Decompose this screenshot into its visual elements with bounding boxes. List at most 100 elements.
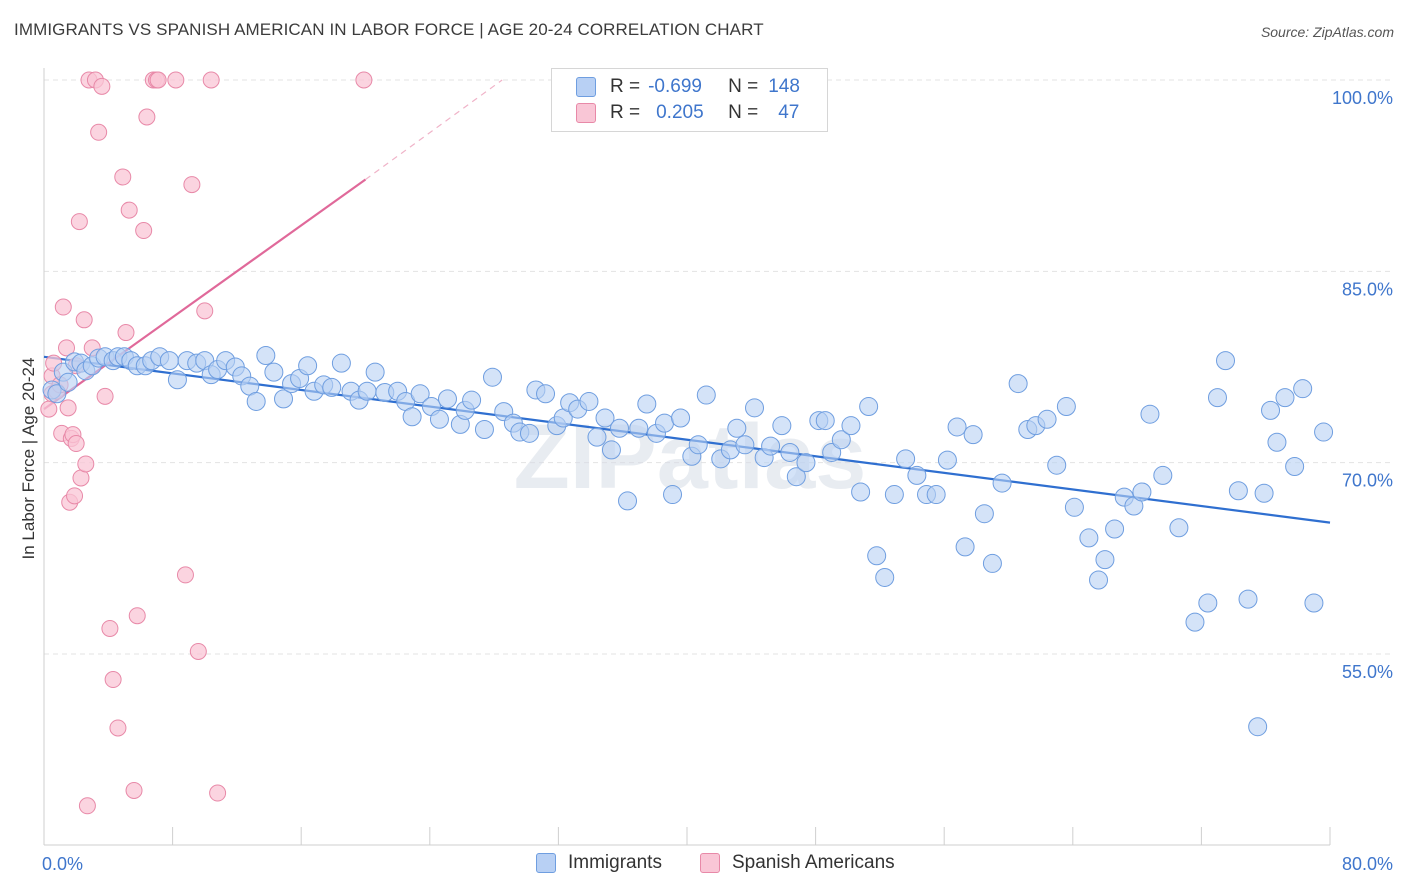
immigrants-point (875, 567, 895, 587)
immigrants-point (982, 553, 1002, 573)
immigrants-point (1169, 518, 1189, 538)
immigrants-point (474, 420, 494, 440)
immigrants-point (1207, 388, 1227, 408)
immigrants-point (1105, 519, 1125, 539)
immigrants-point (1132, 482, 1152, 502)
immigrants-point (1267, 432, 1287, 452)
immigrants-point (1079, 528, 1099, 548)
immigrants-point (322, 377, 342, 397)
stats-legend: R = -0.699 N = 148 R = 0.205 N = 47 (551, 68, 828, 132)
immigrants-point (896, 449, 916, 469)
spanish-americans-trend-extension (365, 79, 503, 180)
legend-item-spanish-americans: Spanish Americans (700, 852, 895, 874)
y-axis-label: In Labor Force | Age 20-24 (19, 358, 38, 560)
immigrants-point (1047, 455, 1067, 475)
immigrants-point (907, 465, 927, 485)
immigrants-point (1216, 351, 1236, 371)
immigrants-point (1095, 550, 1115, 570)
immigrants-point (1314, 422, 1334, 442)
immigrants-point (859, 397, 879, 417)
immigrants-point (1140, 404, 1160, 424)
immigrants-point (745, 398, 765, 418)
source-credit: Source: ZipAtlas.com (1260, 24, 1394, 40)
immigrants-point (618, 491, 638, 511)
spanish-americans-points (40, 71, 373, 815)
immigrants-point (410, 384, 430, 404)
immigrants-point (167, 370, 187, 390)
immigrants-point (298, 356, 318, 376)
spanish-americans-point (93, 77, 111, 95)
immigrants-point (536, 384, 556, 404)
spanish-americans-point (96, 387, 114, 405)
series-legend: Immigrants Spanish Americans (0, 852, 1406, 878)
immigrants-point (58, 372, 78, 392)
immigrants-point (1261, 400, 1281, 420)
immigrants-point (663, 485, 683, 505)
spanish-americans-point (167, 71, 185, 89)
y-tick-label: 100.0% (1332, 88, 1393, 108)
immigrants-point (357, 381, 377, 401)
r-label: R = (610, 76, 641, 97)
immigrants-swatch (576, 77, 596, 97)
immigrants-point (786, 467, 806, 487)
spanish-americans-point (54, 298, 72, 316)
spanish-americans-point (189, 642, 207, 660)
immigrants-point (1037, 409, 1057, 429)
immigrants-point (867, 546, 887, 566)
immigrants-point (696, 385, 716, 405)
n-value: 47 (778, 102, 800, 123)
spanish-americans-point (125, 781, 143, 799)
immigrants-point (365, 362, 385, 382)
y-tick-label: 85.0% (1342, 279, 1393, 299)
immigrants-point (963, 425, 983, 445)
y-tick-label: 70.0% (1342, 471, 1393, 491)
n-label: N = (728, 76, 759, 97)
spanish-americans-point (101, 619, 119, 637)
immigrants-point (1153, 465, 1173, 485)
spanish-americans-point (40, 400, 58, 418)
immigrants-point (587, 427, 607, 447)
immigrants-point (937, 450, 957, 470)
immigrants-point (595, 408, 615, 428)
spanish-americans-point (66, 487, 84, 505)
spanish-americans-point (135, 222, 153, 240)
grid-lines (44, 79, 1392, 655)
immigrants-point (796, 453, 816, 473)
spanish-americans-point (209, 784, 227, 802)
spanish-americans-point (138, 108, 156, 126)
immigrants-point (482, 367, 502, 387)
spanish-americans-point (77, 455, 95, 473)
n-value: 148 (768, 76, 800, 97)
spanish-americans-point (202, 71, 220, 89)
immigrants-point (1056, 397, 1076, 417)
immigrants-point (274, 389, 294, 409)
spanish-americans-point (70, 213, 88, 231)
immigrants-point (955, 537, 975, 557)
immigrants-point (761, 436, 781, 456)
immigrants-point (579, 391, 599, 411)
immigrants-point (637, 394, 657, 414)
immigrants-point (601, 440, 621, 460)
immigrants-point (1254, 483, 1274, 503)
immigrants-point (519, 423, 539, 443)
r-value: -0.699 (648, 76, 702, 97)
immigrants-point (629, 418, 649, 438)
immigrants-point (851, 482, 871, 502)
r-value: 0.205 (656, 102, 704, 123)
immigrants-point (1198, 593, 1218, 613)
immigrants-point (671, 408, 691, 428)
chart-title: IMMIGRANTS VS SPANISH AMERICAN IN LABOR … (14, 20, 764, 39)
immigrants-point (437, 389, 457, 409)
legend-label: Immigrants (568, 852, 662, 873)
immigrants-point (47, 384, 67, 404)
immigrants-point (815, 411, 835, 431)
immigrants-point (735, 435, 755, 455)
immigrants-point (926, 485, 946, 505)
immigrants-point (429, 409, 449, 429)
immigrants-point (1293, 379, 1313, 399)
spanish-americans-swatch (700, 853, 720, 873)
x-tick-label: 0.0% (42, 854, 83, 874)
immigrants-point (780, 442, 800, 462)
spanish-americans-swatch (576, 103, 596, 123)
